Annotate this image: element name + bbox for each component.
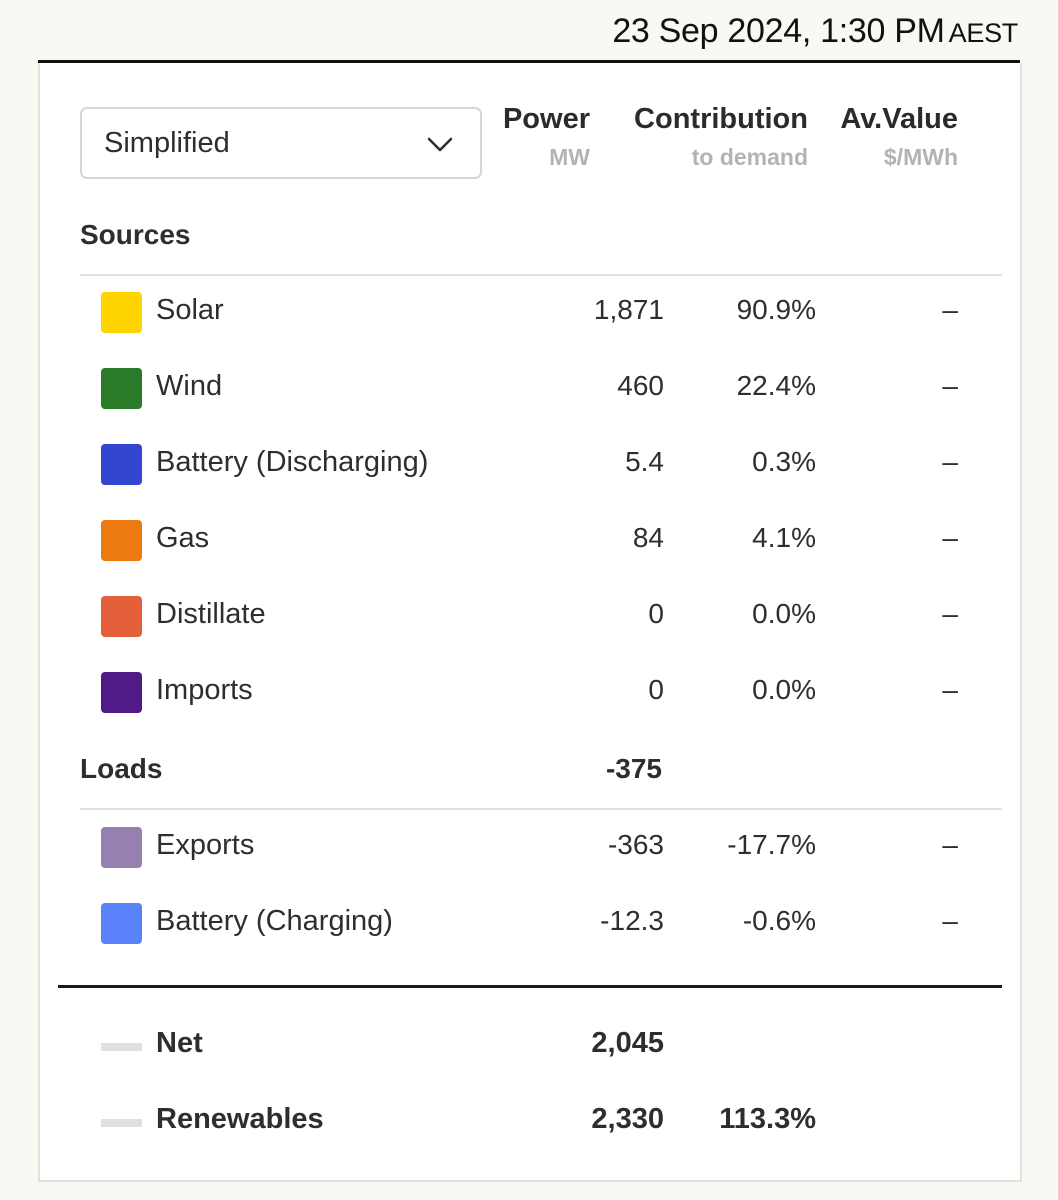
exports-swatch-icon (101, 827, 142, 868)
row-name: Imports (156, 674, 253, 706)
row-contribution: 113.3% (719, 1103, 816, 1135)
column-contribution-unit: to demand (691, 144, 808, 170)
summary-row-net[interactable]: Net 2,045 (40, 1021, 1020, 1071)
timezone-label: AEST (948, 18, 1019, 48)
row-av-value: – (942, 905, 958, 936)
source-row-solar[interactable]: Solar 1,871 90.9% – (40, 288, 1020, 338)
row-name: Battery (Charging) (156, 905, 393, 937)
row-power: 2,045 (591, 1027, 664, 1059)
row-contribution: 0.0% (752, 674, 816, 705)
row-av-value: – (942, 294, 958, 325)
summary-row-renewables[interactable]: Renewables 2,330 113.3% (40, 1097, 1020, 1147)
battery-charging-swatch-icon (101, 903, 142, 944)
sources-heading: Sources (80, 219, 191, 250)
renewables-line-icon (101, 1119, 142, 1127)
row-power: 2,330 (591, 1103, 664, 1135)
timestamp: 23 Sep 2024, 1:30 PM AEST (612, 12, 1018, 51)
loads-heading: Loads (80, 753, 163, 784)
energy-table-panel: Simplified Power MW Contribution to dema… (38, 63, 1022, 1182)
row-contribution: 90.9% (736, 294, 816, 325)
row-power: 84 (632, 522, 664, 553)
wind-swatch-icon (101, 368, 142, 409)
row-contribution: -17.7% (727, 829, 816, 860)
row-power: 0 (648, 598, 664, 629)
row-name: Battery (Discharging) (156, 446, 429, 478)
row-av-value: – (942, 598, 958, 629)
source-row-distillate[interactable]: Distillate 0 0.0% – (40, 592, 1020, 642)
row-av-value: – (942, 446, 958, 477)
row-name: Renewables (156, 1103, 324, 1135)
source-row-wind[interactable]: Wind 460 22.4% – (40, 364, 1020, 414)
row-power: 460 (617, 370, 664, 401)
header-divider (38, 60, 1020, 63)
row-name: Net (156, 1027, 203, 1059)
sources-divider (80, 274, 1002, 276)
column-power-unit: MW (549, 144, 590, 170)
view-select[interactable]: Simplified (80, 107, 482, 179)
row-power: -363 (607, 829, 664, 860)
solar-swatch-icon (101, 292, 142, 333)
row-name: Wind (156, 370, 223, 402)
column-av-value-unit: $/MWh (883, 144, 958, 170)
row-contribution: 22.4% (736, 370, 816, 401)
column-power-label: Power (502, 103, 590, 135)
row-power: 1,871 (593, 294, 664, 325)
row-name: Distillate (156, 598, 266, 630)
source-row-battery-discharging[interactable]: Battery (Discharging) 5.4 0.3% – (40, 440, 1020, 490)
row-contribution: 4.1% (752, 522, 816, 553)
column-header-av-value: Av.Value $/MWh (840, 103, 958, 171)
column-av-value-label: Av.Value (840, 103, 958, 135)
imports-swatch-icon (101, 672, 142, 713)
row-power: 5.4 (625, 446, 664, 477)
row-power: 0 (648, 674, 664, 705)
column-header-power: Power MW (503, 103, 590, 171)
load-row-battery-charging[interactable]: Battery (Charging) -12.3 -0.6% – (40, 899, 1020, 949)
column-header-contribution: Contribution to demand (634, 103, 808, 171)
row-av-value: – (942, 829, 958, 860)
loads-divider (80, 808, 1002, 810)
row-power: -12.3 (600, 905, 664, 936)
row-name: Exports (156, 829, 255, 861)
row-contribution: 0.0% (752, 598, 816, 629)
loads-total: -375 (605, 753, 662, 784)
source-row-gas[interactable]: Gas 84 4.1% – (40, 516, 1020, 566)
battery-discharging-swatch-icon (101, 444, 142, 485)
row-name: Gas (156, 522, 210, 554)
load-row-exports[interactable]: Exports -363 -17.7% – (40, 823, 1020, 873)
source-row-imports[interactable]: Imports 0 0.0% – (40, 668, 1020, 718)
row-av-value: – (942, 522, 958, 553)
timestamp-text: 23 Sep 2024, 1:30 PM (612, 12, 945, 50)
row-contribution: 0.3% (752, 446, 816, 477)
row-contribution: -0.6% (742, 905, 816, 936)
summary-divider (58, 985, 1002, 988)
view-select-value: Simplified (104, 127, 230, 159)
row-av-value: – (942, 674, 958, 705)
row-av-value: – (942, 370, 958, 401)
row-name: Solar (156, 294, 224, 326)
column-contribution-label: Contribution (634, 103, 808, 135)
net-line-icon (101, 1043, 142, 1051)
gas-swatch-icon (101, 520, 142, 561)
chevron-down-icon (427, 137, 453, 152)
distillate-swatch-icon (101, 596, 142, 637)
